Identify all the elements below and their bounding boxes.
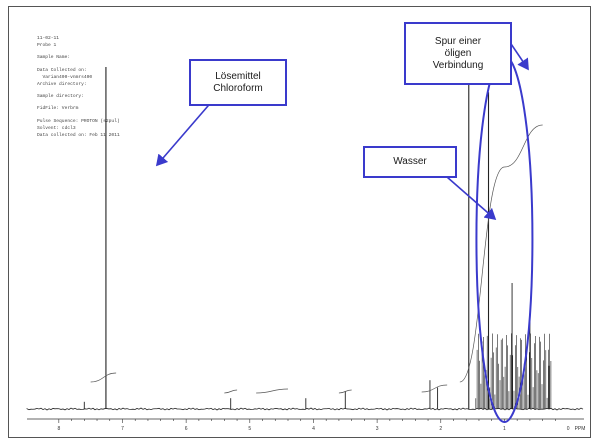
parameter-line: Varian400-vnmrs400 (37, 74, 93, 80)
parameter-line: Sample directory: (37, 94, 84, 100)
x-tick-label: 3 (376, 426, 379, 432)
arrow-water (438, 169, 497, 221)
callout-oily-compound: Spur einer öligen Verbindung (404, 22, 512, 85)
parameter-line: Solvent: cdcl3 (37, 125, 76, 131)
parameter-line: Sample Name: (37, 55, 71, 61)
parameter-line: Pulse Sequence: PROTON (s2pul) (37, 118, 120, 124)
callout-water: Wasser (363, 146, 457, 178)
x-tick-label: 4 (312, 426, 315, 432)
x-tick-label: 1 (503, 426, 506, 432)
x-tick-label: 2 (439, 426, 442, 432)
spectrum-baseline (26, 407, 584, 411)
parameter-line: Data Collected on: (37, 67, 87, 73)
oily-compound-ellipse (475, 55, 534, 423)
integral-curve (256, 388, 288, 394)
callout-water-line-1: Wasser (393, 156, 427, 167)
callout-solvent-line-2: Chloroform (213, 82, 263, 94)
x-tick-label: 7 (121, 426, 124, 432)
integral-curve (90, 372, 117, 383)
integral-curve (459, 166, 505, 383)
parameter-line: Archive directory: (37, 82, 87, 88)
callout-oily-line-3: Verbindung (432, 59, 484, 71)
integral-curve (504, 124, 543, 168)
x-tick-label: 5 (248, 426, 251, 432)
parameter-line: Data collected on: Feb 11 2011 (37, 133, 120, 139)
figure-frame: 8 7 6 5 4 3 2 1 0 PPM 11-02-11 Probe 1 Sample Name:… (8, 6, 591, 438)
arrow-solvent (155, 98, 215, 167)
integral-curve (338, 389, 352, 394)
callout-oily-line-2: öligen (444, 47, 472, 59)
callout-solvent-line-1: Lösemittel (215, 70, 261, 82)
x-tick-label: 0 (567, 426, 570, 432)
parameter-line: 11-02-11 (37, 36, 60, 41)
integral-curve (421, 384, 448, 393)
integral-curve (224, 389, 238, 394)
spectrum-multiplet (475, 333, 552, 409)
x-axis-unit: PPM (575, 426, 586, 432)
x-tick-label: 8 (57, 426, 60, 432)
x-tick-label: 6 (185, 426, 188, 432)
parameter-line: FidFile: Verbrm (37, 106, 79, 112)
parameter-line: Probe 1 (37, 43, 57, 49)
callout-oily-line-1: Spur einer (434, 35, 482, 47)
callout-solvent: Lösemittel Chloroform (189, 59, 287, 106)
acquisition-parameters: 11-02-11 Probe 1 Sample Name: Data Collecte… (37, 35, 120, 139)
